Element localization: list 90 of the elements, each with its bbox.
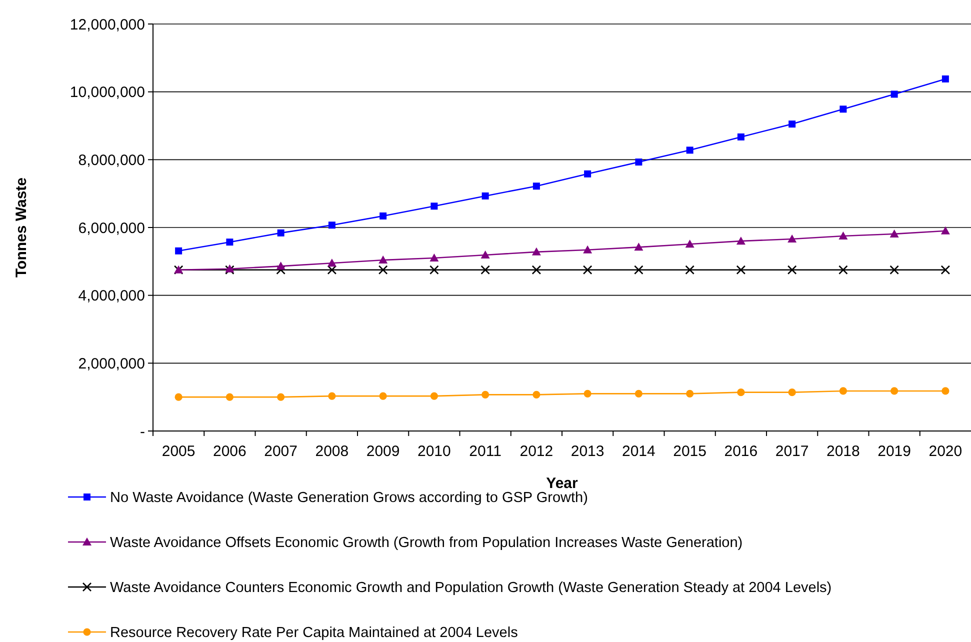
y-tick-label: 12,000,000 xyxy=(70,16,145,34)
point xyxy=(582,265,592,275)
x-tick-label: 2010 xyxy=(418,443,451,460)
point xyxy=(430,392,438,400)
point xyxy=(584,390,592,398)
x-tick-label: 2016 xyxy=(724,443,758,460)
legend-label: No Waste Avoidance (Waste Generation Grows according to GSP Growth) xyxy=(110,490,588,506)
point xyxy=(839,387,847,395)
point xyxy=(378,265,388,275)
point xyxy=(686,390,694,398)
point xyxy=(736,236,746,245)
point xyxy=(532,265,542,275)
x-tick-label: 2015 xyxy=(673,443,706,460)
point xyxy=(634,242,644,251)
x-tick-label: 2005 xyxy=(162,443,196,460)
point xyxy=(890,229,899,238)
x-tick-label: 2018 xyxy=(826,443,860,460)
point xyxy=(327,258,336,267)
x-tick-label: 2009 xyxy=(366,443,400,460)
point xyxy=(890,265,899,275)
point xyxy=(480,265,490,275)
point xyxy=(840,106,847,113)
point xyxy=(838,265,848,275)
point xyxy=(430,202,438,210)
point xyxy=(276,262,286,270)
x-tick-label: 2020 xyxy=(928,443,962,460)
x-tick-label: 2019 xyxy=(878,443,911,460)
point xyxy=(787,265,797,275)
point xyxy=(584,170,592,178)
point xyxy=(736,265,746,275)
point xyxy=(482,390,490,399)
point xyxy=(788,120,796,128)
y-tick-label: 10,000,000 xyxy=(70,84,145,102)
x-tick-label: 2017 xyxy=(775,443,809,460)
point xyxy=(277,229,284,236)
x-tick-label: 2007 xyxy=(264,443,298,460)
point xyxy=(890,387,898,395)
x-axis-title: Year xyxy=(546,475,578,492)
point xyxy=(838,231,848,240)
point xyxy=(634,390,642,398)
point xyxy=(327,265,337,275)
point xyxy=(482,192,489,200)
point xyxy=(225,265,234,275)
y-axis-title: Tonnes Waste xyxy=(13,177,30,278)
y-tick-label: - xyxy=(140,423,145,440)
point xyxy=(940,265,950,275)
point xyxy=(737,133,744,140)
point xyxy=(532,247,541,256)
point xyxy=(174,393,182,401)
x-tick-label: 2006 xyxy=(213,443,246,460)
y-tick-label: 6,000,000 xyxy=(78,220,145,237)
point xyxy=(430,265,439,275)
point xyxy=(328,222,336,229)
legend-label: Waste Avoidance Offsets Economic Growth (Growth from Population Increases Waste Generation) xyxy=(110,535,743,552)
point xyxy=(635,158,642,166)
point xyxy=(940,226,950,234)
x-tick-label: 2013 xyxy=(570,443,604,460)
point xyxy=(277,393,285,401)
point xyxy=(737,388,745,396)
x-tick-label: 2008 xyxy=(315,443,349,460)
x-tick-label: 2011 xyxy=(469,443,502,460)
point xyxy=(226,238,234,246)
point xyxy=(380,212,387,220)
x-tick-label: 2012 xyxy=(520,443,554,460)
point xyxy=(175,247,182,254)
legend-label: Resource Recovery Rate Per Capita Maintained at 2004 Levels xyxy=(110,625,518,642)
point xyxy=(788,234,797,243)
point xyxy=(634,265,644,275)
point xyxy=(430,254,439,262)
point xyxy=(379,392,387,400)
point xyxy=(226,393,234,401)
point xyxy=(583,245,592,254)
point xyxy=(942,75,949,82)
point xyxy=(328,392,336,400)
point xyxy=(532,390,540,399)
point xyxy=(225,264,234,272)
legend-label: Waste Avoidance Counters Economic Growth and Population Growth (Waste Generation Steady at 2004 Levels) xyxy=(110,580,832,596)
point xyxy=(890,90,898,98)
x-tick-label: 2014 xyxy=(622,443,656,460)
point xyxy=(480,250,490,258)
point xyxy=(686,146,694,154)
point xyxy=(942,387,950,395)
point xyxy=(685,240,694,248)
point xyxy=(532,182,540,190)
point xyxy=(378,256,388,264)
y-tick-label: 4,000,000 xyxy=(78,288,145,305)
y-tick-label: 8,000,000 xyxy=(78,152,145,169)
y-tick-label: 2,000,000 xyxy=(78,355,145,372)
point xyxy=(788,388,796,396)
point xyxy=(685,265,694,275)
